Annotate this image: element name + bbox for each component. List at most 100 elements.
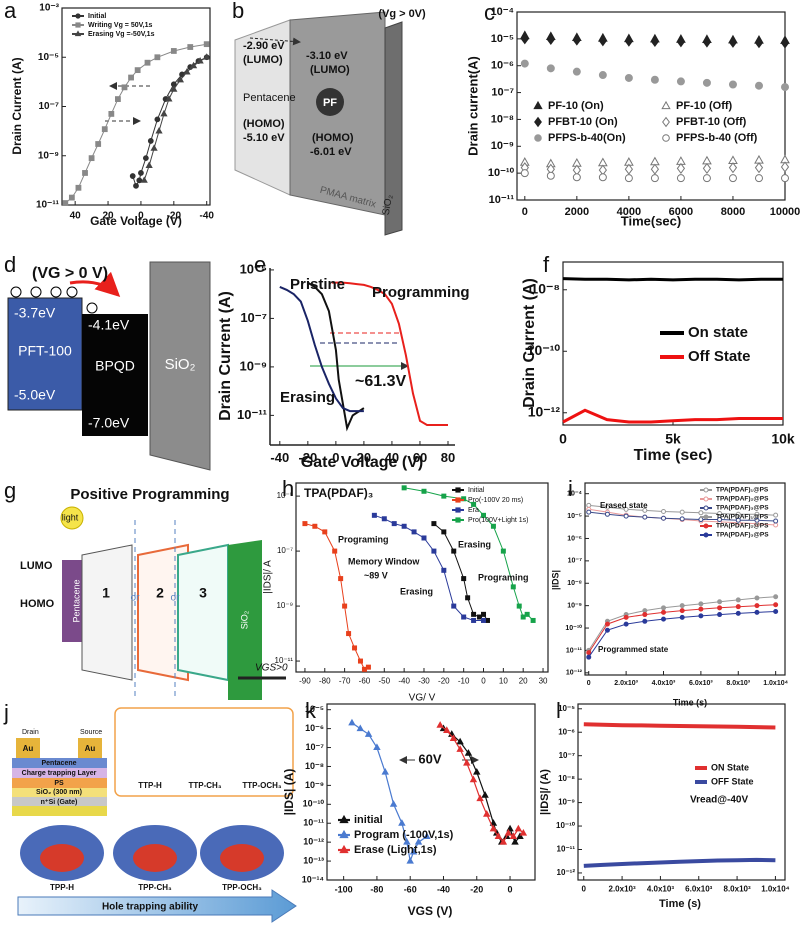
y-tick-label: 10⁻¹⁰ bbox=[556, 821, 576, 830]
x-tick-label: 10k bbox=[771, 430, 795, 446]
data-point bbox=[598, 35, 607, 47]
data-point bbox=[754, 609, 760, 615]
label: -5.0eV bbox=[14, 387, 56, 403]
x-tick-label: -80 bbox=[319, 676, 331, 685]
x-tick-label: 6.0x10³ bbox=[685, 884, 712, 893]
data-point bbox=[728, 174, 737, 183]
data-point bbox=[679, 509, 685, 515]
legend-label: PF-10 (Off) bbox=[676, 100, 733, 112]
y-tick-label: 10⁻¹⁰ bbox=[488, 167, 515, 179]
data-point bbox=[443, 726, 451, 733]
data-point bbox=[514, 824, 523, 832]
panel-letter: a bbox=[4, 0, 17, 23]
legend-marker bbox=[703, 487, 709, 493]
legend-marker bbox=[75, 13, 81, 19]
data-point bbox=[128, 74, 134, 81]
legend-label: OFF State bbox=[711, 776, 754, 786]
series-line bbox=[143, 56, 207, 181]
label: SiO₂ (300 nm) bbox=[36, 789, 82, 796]
x-axis-label: Gate Voltage (V) bbox=[90, 214, 182, 228]
panel-letter: f bbox=[543, 252, 550, 277]
series-line bbox=[132, 56, 207, 187]
bpqd-box bbox=[82, 314, 148, 436]
data-point bbox=[461, 576, 467, 582]
trend-arrow bbox=[17, 889, 297, 923]
data-point bbox=[642, 618, 648, 624]
data-point bbox=[88, 155, 95, 162]
series-line bbox=[562, 277, 783, 282]
data-point bbox=[484, 617, 490, 623]
y-tick-label: 10⁻⁶ bbox=[491, 60, 514, 72]
x-tick-label: 4000 bbox=[617, 206, 641, 218]
data-point bbox=[519, 828, 528, 836]
annotation: Programing bbox=[478, 572, 529, 582]
data-point bbox=[431, 548, 437, 554]
data-point bbox=[406, 856, 414, 864]
legend-label: On state bbox=[688, 324, 748, 341]
diagram-d: d (VG > 0 V) -3.7eV PFT-100 -5.0eV -4.1e… bbox=[4, 252, 211, 471]
data-point bbox=[176, 75, 185, 83]
y-tick-label: 10⁻⁵ bbox=[558, 704, 575, 713]
y-tick-label: 10⁻¹² bbox=[303, 837, 324, 847]
legend-label: TPA(PDAF)₃@PS bbox=[716, 505, 769, 512]
arrow bbox=[249, 37, 301, 46]
label: (VG > 0 V) bbox=[32, 265, 108, 282]
x-tick-label: -20 bbox=[298, 450, 317, 465]
legend-label: Writing Vg = 50V,1s bbox=[88, 22, 152, 29]
data-point bbox=[456, 745, 464, 752]
legend-label: Pro(-100V 20 ms) bbox=[468, 497, 523, 504]
series-label: Erasing bbox=[280, 389, 335, 406]
label: light bbox=[62, 512, 79, 522]
data-point bbox=[717, 612, 723, 618]
data-point bbox=[481, 512, 487, 518]
legend-marker bbox=[661, 100, 671, 110]
data-point bbox=[82, 170, 88, 176]
x-tick-label: 0 bbox=[138, 211, 144, 222]
legend-label: TPA(PDAF)₂@PS bbox=[716, 523, 769, 530]
y-tick-label: 10⁻⁴ bbox=[567, 491, 582, 498]
y-tick-label: 10⁻⁵ bbox=[277, 491, 293, 500]
label: PFT-100 bbox=[18, 343, 72, 359]
data-point bbox=[338, 576, 344, 582]
x-tick-label: 60 bbox=[413, 450, 427, 465]
x-tick-label: 1.0x10⁴ bbox=[761, 884, 789, 893]
x-axis-label: Time (s) bbox=[659, 898, 701, 910]
data-point bbox=[312, 523, 318, 529]
data-point bbox=[451, 548, 457, 554]
legend-marker bbox=[455, 487, 461, 493]
data-point bbox=[546, 171, 555, 180]
annotation: Erasing bbox=[458, 539, 491, 549]
data-point bbox=[520, 169, 529, 178]
data-point bbox=[586, 509, 592, 515]
data-point bbox=[436, 721, 444, 728]
series-line bbox=[307, 281, 365, 432]
data-point bbox=[449, 734, 458, 742]
x-tick-label: 6.0x10³ bbox=[689, 680, 713, 687]
data-point bbox=[423, 832, 431, 839]
data-point bbox=[371, 512, 377, 518]
label: Pentacene bbox=[71, 579, 81, 622]
y-tick-label: 10⁻¹⁰ bbox=[527, 342, 561, 358]
data-point bbox=[203, 53, 211, 60]
data-point bbox=[773, 522, 779, 528]
pft-box bbox=[7, 297, 83, 411]
legend-marker bbox=[455, 507, 461, 513]
y-tick-label: 10⁻⁵ bbox=[491, 33, 514, 45]
data-point bbox=[421, 488, 427, 494]
data-point bbox=[68, 194, 75, 201]
plot-frame bbox=[584, 482, 786, 676]
legend-label: initial bbox=[354, 814, 383, 826]
data-point bbox=[510, 584, 516, 590]
data-point bbox=[679, 603, 685, 609]
y-tick-label: 10⁻⁷ bbox=[277, 546, 293, 555]
x-tick-label: -80 bbox=[370, 884, 383, 894]
legend-marker bbox=[74, 30, 82, 37]
y-tick-label: 10⁻⁷ bbox=[38, 101, 59, 112]
x-axis-label: Time (sec) bbox=[634, 447, 713, 464]
data-point bbox=[401, 485, 407, 491]
data-point bbox=[373, 743, 381, 751]
data-point bbox=[352, 645, 358, 651]
data-point bbox=[754, 595, 760, 601]
data-point bbox=[461, 614, 467, 620]
data-point bbox=[361, 666, 367, 672]
